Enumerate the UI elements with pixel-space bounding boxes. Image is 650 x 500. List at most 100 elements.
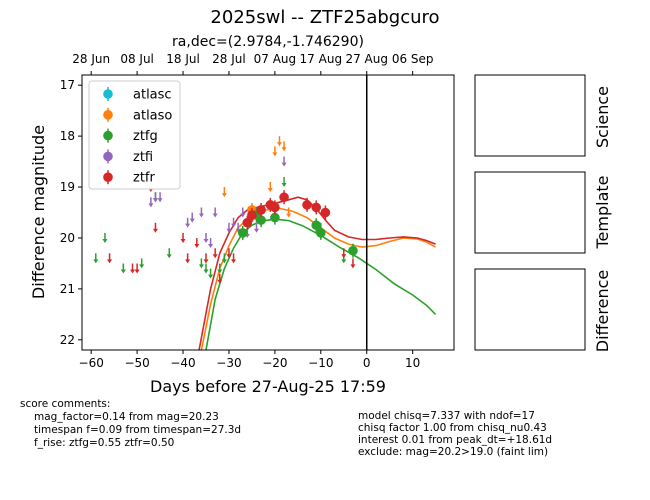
top-tick-label: 06 Sep <box>392 52 434 66</box>
detection-marker <box>348 245 358 256</box>
score-line: mag_factor=0.14 from mag=20.23 <box>34 411 219 423</box>
score-heading: score comments: <box>20 398 111 410</box>
detection-point <box>242 215 253 230</box>
upper-limit-head <box>350 264 356 269</box>
upper-limit-head <box>194 244 200 249</box>
chart-title: 2025swl -- ZTF25abgcuro <box>210 7 440 28</box>
upper-limit-marker <box>203 263 209 274</box>
upper-limit-marker <box>139 258 145 269</box>
y-tick-label: 20 <box>60 231 75 245</box>
upper-limit-marker <box>203 253 209 264</box>
science-panel <box>474 74 586 157</box>
upper-limit-head <box>203 238 209 243</box>
detection-point <box>348 243 358 258</box>
upper-limit-head <box>226 254 232 259</box>
score-comments: score comments: mag_factor=0.14 from mag=… <box>20 398 241 450</box>
upper-limit-marker <box>134 263 140 274</box>
upper-limit-head <box>208 244 214 249</box>
legend-marker <box>103 110 113 120</box>
upper-limit-head <box>152 198 158 203</box>
detection-marker <box>320 207 331 218</box>
legend-marker <box>103 130 113 141</box>
detection-point <box>311 200 322 215</box>
y-tick-label: 22 <box>60 333 75 347</box>
upper-limit-marker <box>281 176 287 187</box>
upper-limit-marker <box>212 207 218 218</box>
x-tick-label: −40 <box>170 356 195 370</box>
legend-label: atlaso <box>133 108 172 123</box>
top-tick-label: 28 Jul <box>212 52 246 66</box>
upper-limit-head <box>148 203 154 208</box>
legend-marker <box>103 89 113 99</box>
upper-limit-head <box>102 238 108 243</box>
upper-limit-head <box>254 228 260 233</box>
detection-marker <box>311 202 322 213</box>
upper-limit-head <box>212 213 218 218</box>
upper-limit-marker <box>152 192 158 203</box>
axis-ticks: −60 −50 −40 −30 −20 −10 0 10 17 18 19 20 21 22 28 Jun 0… <box>60 52 434 370</box>
upper-limit-head <box>341 259 347 264</box>
upper-limit-head <box>212 254 218 259</box>
upper-limit-marker <box>267 182 273 193</box>
upper-limit-head <box>226 228 232 233</box>
top-tick-label: 18 Jul <box>166 52 200 66</box>
x-tick-label: −20 <box>262 356 287 370</box>
legend-item: ztfr <box>103 170 155 186</box>
detection-point <box>256 202 266 217</box>
upper-limit-head <box>198 213 204 218</box>
upper-limit-head <box>157 198 163 203</box>
detection-marker <box>242 217 253 228</box>
upper-limit-marker <box>185 217 191 228</box>
x-tick-label: −50 <box>124 356 149 370</box>
legend-item: atlasc <box>103 87 172 103</box>
top-tick-label: 27 Aug <box>345 52 388 66</box>
upper-limit-head <box>341 254 347 259</box>
detection-point <box>247 208 257 223</box>
model-line: chisq factor 1.00 from chisq_nu0.43 <box>358 422 547 434</box>
upper-limit-head <box>130 269 136 274</box>
model-line: exclude: mag=20.2>19.0 (faint lim) <box>358 446 549 458</box>
upper-limit-head <box>139 264 145 269</box>
upper-limit-head <box>267 188 273 193</box>
upper-limit-head <box>221 259 227 264</box>
y-tick-label: 18 <box>60 129 75 143</box>
detection-point <box>270 200 280 215</box>
upper-limit-marker <box>281 156 287 167</box>
legend-label: ztfr <box>133 171 155 186</box>
top-tick-label: 07 Aug <box>254 52 297 66</box>
legend-label: atlasc <box>133 88 172 103</box>
upper-limit-head <box>240 213 246 218</box>
upper-limit-head <box>276 142 282 147</box>
y-tick-label: 17 <box>60 78 75 92</box>
upper-limit-head <box>231 223 237 228</box>
upper-limit-marker <box>185 253 191 264</box>
upper-limit-marker <box>198 258 204 269</box>
detection-point <box>320 205 331 220</box>
difference-panel <box>474 268 586 351</box>
upper-limit-head <box>272 152 278 157</box>
upper-limit-marker <box>198 207 204 218</box>
upper-limit-head <box>217 279 223 284</box>
model-line: model chisq=7.337 with ndof=17 <box>358 410 535 422</box>
upper-limit-head <box>134 269 140 274</box>
upper-limit-head <box>189 218 195 223</box>
score-line: f_rise: ztfg=0.55 ztfr=0.50 <box>34 437 175 449</box>
difference-label: Difference <box>593 270 612 352</box>
plot-area <box>93 75 437 350</box>
upper-limit-marker <box>221 187 227 198</box>
x-tick-label: 10 <box>405 356 420 370</box>
upper-limit-head <box>281 147 287 152</box>
legend-item: ztfi <box>103 149 153 165</box>
upper-limit-head <box>198 264 204 269</box>
upper-limit-marker <box>152 222 158 233</box>
detection-marker <box>247 210 257 220</box>
x-tick-label: −30 <box>216 356 241 370</box>
upper-limit-head <box>203 259 209 264</box>
upper-limit-marker <box>208 238 214 249</box>
upper-limit-head <box>208 274 214 279</box>
model-curve-ztfg <box>205 218 437 350</box>
legend-item: atlaso <box>103 107 172 123</box>
x-tick-label: −60 <box>79 356 104 370</box>
upper-limit-marker <box>240 207 246 218</box>
upper-limit-marker <box>189 212 195 223</box>
